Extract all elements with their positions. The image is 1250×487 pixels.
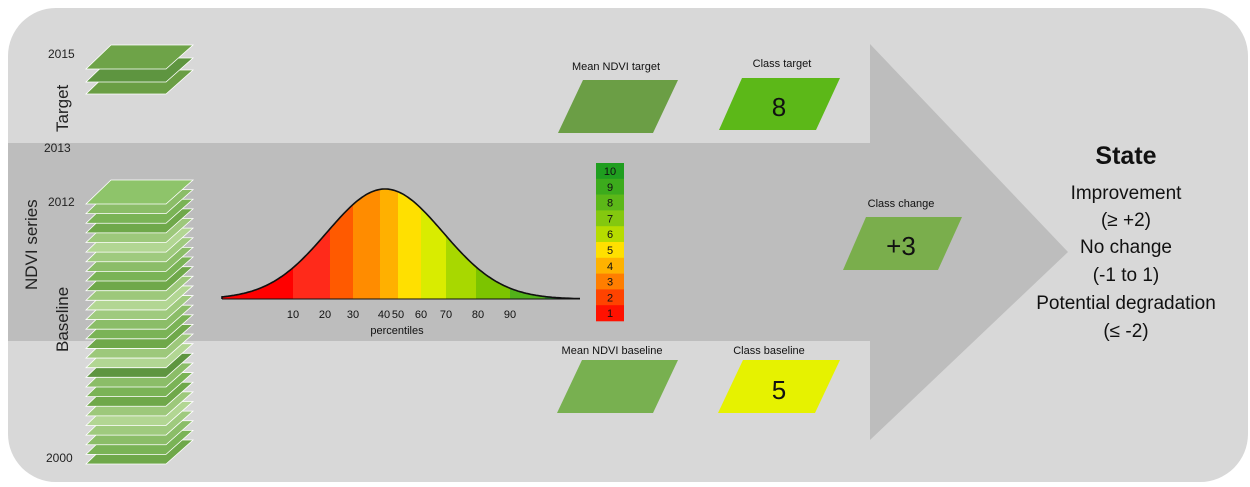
class-target-value: 8 <box>772 92 786 122</box>
baseline-side-label: Baseline <box>53 287 72 352</box>
class-scale-cell <box>596 242 624 259</box>
state-line-degradation: Potential degradation <box>1036 293 1216 314</box>
percentile-tick-label: 80 <box>472 309 484 321</box>
percentile-tick-label: 90 <box>504 309 516 321</box>
class-change-shape <box>843 217 962 270</box>
percentile-band <box>380 189 399 299</box>
percentile-tick-label: 40 <box>378 309 390 321</box>
class-scale-cell <box>596 273 624 290</box>
class-baseline-label: Class baseline <box>733 345 805 357</box>
class-scale-label: 4 <box>607 261 613 273</box>
class-target-shape <box>719 78 840 130</box>
baseline-layer <box>85 179 195 205</box>
mean-ndvi-target-box: Mean NDVI target <box>558 61 678 133</box>
mean-ndvi-baseline-shape <box>557 360 678 413</box>
ndvi-series-side-label: NDVI series <box>22 199 41 290</box>
class-scale-cell <box>596 257 624 274</box>
year-2015-label: 2015 <box>48 47 75 61</box>
class-scale-label: 1 <box>607 308 613 320</box>
class-scale-label: 8 <box>607 198 613 210</box>
percentile-tick-label: 30 <box>347 309 359 321</box>
mean-ndvi-target-label: Mean NDVI target <box>572 61 660 73</box>
class-scale-cell <box>596 305 624 322</box>
state-title: State <box>1095 142 1156 170</box>
state-line-degradation-range: (≤ -2) <box>1103 321 1148 342</box>
class-scale-label: 10 <box>604 166 616 178</box>
class-change-label: Class change <box>868 198 935 210</box>
class-scale-label: 5 <box>607 245 613 257</box>
percentile-tick-label: 60 <box>415 309 427 321</box>
percentile-tick-label: 10 <box>287 309 299 321</box>
mean-ndvi-target-shape <box>558 80 678 133</box>
class-scale-cell <box>596 210 624 227</box>
target-layer-stack <box>85 44 195 95</box>
state-line-no-change-range: (-1 to 1) <box>1093 265 1160 286</box>
flow-arrow <box>8 44 1068 440</box>
class-scale-cell <box>596 226 624 243</box>
state-line-improvement-range: (≥ +2) <box>1101 210 1151 231</box>
year-2000-label: 2000 <box>46 451 73 465</box>
year-2013-label: 2013 <box>44 141 71 155</box>
mean-ndvi-baseline-label: Mean NDVI baseline <box>562 345 663 357</box>
class-scale-cell <box>596 163 624 180</box>
class-color-scale: 10 9 8 7 6 5 4 3 2 1 <box>596 163 624 322</box>
baseline-layer-stack <box>85 179 195 465</box>
bell-curve-outline <box>221 188 580 300</box>
percentiles-axis-label: percentiles <box>370 325 424 337</box>
class-baseline-box: Class baseline 5 <box>718 345 840 413</box>
state-line-improvement: Improvement <box>1071 183 1183 204</box>
class-scale-cell <box>596 289 624 306</box>
percentile-band <box>353 189 381 299</box>
percentile-band <box>398 189 422 299</box>
class-scale-label: 6 <box>607 229 613 241</box>
class-scale-cell <box>596 178 624 195</box>
target-layer <box>85 44 195 70</box>
percentile-tick-label: 50 <box>392 309 404 321</box>
class-change-value: +3 <box>886 231 916 261</box>
class-scale-label: 9 <box>607 182 613 194</box>
percentile-tick-label: 70 <box>440 309 452 321</box>
state-legend: State Improvement (≥ +2) No change (-1 t… <box>1036 142 1216 342</box>
class-baseline-value: 5 <box>772 375 786 405</box>
class-change-box: Class change +3 <box>843 198 962 270</box>
class-baseline-shape <box>718 360 840 413</box>
year-2012-label: 2012 <box>48 195 75 209</box>
class-target-box: Class target 8 <box>719 58 840 130</box>
percentile-tick-label: 20 <box>319 309 331 321</box>
state-line-no-change: No change <box>1080 237 1172 258</box>
mean-ndvi-baseline-box: Mean NDVI baseline <box>557 345 678 413</box>
class-scale-label: 2 <box>607 292 613 304</box>
target-side-label: Target <box>53 84 72 132</box>
class-scale-label: 7 <box>607 213 613 225</box>
class-target-label: Class target <box>753 58 812 70</box>
class-scale-label: 3 <box>607 277 613 289</box>
class-scale-cell <box>596 194 624 211</box>
